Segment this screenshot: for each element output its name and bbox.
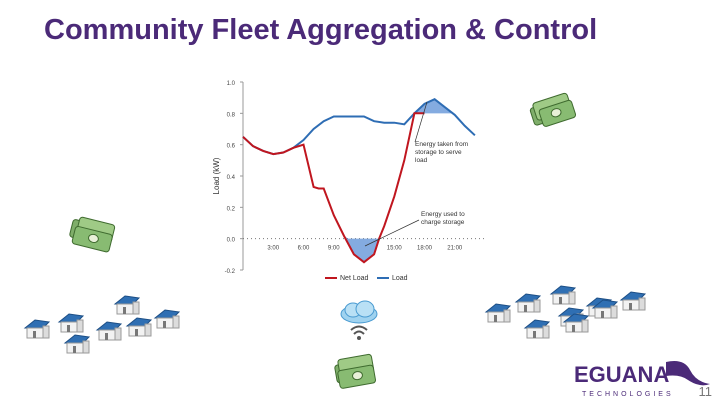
y-tick-label: 0.6 — [227, 144, 236, 150]
house-icon — [63, 334, 91, 354]
money-stack-icon — [69, 216, 116, 253]
y-tick-label: 0.8 — [227, 112, 236, 118]
net-load-line — [242, 112, 425, 264]
eguana-logo: EGUANA TECHNOLOGIES — [574, 361, 710, 398]
house-icon — [95, 321, 123, 341]
annotation-charge: Energy used to charge storage — [421, 211, 465, 226]
annotation-arrow — [414, 101, 428, 143]
money-stack-icon — [529, 92, 577, 127]
house-icon — [562, 313, 590, 333]
x-tick-label: 21:00 — [447, 246, 463, 252]
y-axis-label: Load (kW) — [212, 157, 221, 194]
logo-brand-text: EGUANA — [574, 362, 669, 387]
house-icon — [619, 291, 647, 311]
load-chart: 1.0 0.8 0.6 0.4 0.2 0.0 -0.2 3:00 6:00 9:00 15:00 1… — [205, 74, 505, 286]
house-icon — [523, 319, 551, 339]
annotation-discharge: Energy taken from storage to serve load — [415, 141, 468, 164]
legend-label-net-load: Net Load — [340, 275, 369, 282]
slide-title: Community Fleet Aggregation & Control — [44, 14, 598, 46]
house-icon — [125, 317, 153, 337]
house-icon — [113, 295, 141, 315]
y-tick-label: 0.4 — [227, 175, 236, 181]
page-number: 11 — [698, 384, 713, 399]
lizard-icon — [666, 361, 710, 386]
x-tick-label: 9:00 — [328, 246, 340, 252]
house-icon — [549, 285, 577, 305]
cloud-wifi-icon — [340, 300, 378, 340]
x-tick-label: 3:00 — [267, 246, 279, 252]
house-icon — [23, 319, 51, 339]
y-tick-label: -0.2 — [225, 269, 236, 275]
y-tick-label: 0.0 — [227, 238, 236, 244]
house-icon — [591, 299, 619, 319]
x-tick-label: 18:00 — [417, 246, 433, 252]
money-stack-icon — [334, 353, 376, 389]
load-chart-svg: 1.0 0.8 0.6 0.4 0.2 0.0 -0.2 3:00 6:00 9:00 15:00 1… — [212, 81, 485, 282]
house-icon — [153, 309, 181, 329]
discharge-area — [414, 99, 453, 114]
logo-sub-text: TECHNOLOGIES — [582, 391, 674, 398]
x-tick-label: 6:00 — [298, 246, 310, 252]
annotation-arrow — [364, 219, 420, 247]
house-icon — [484, 303, 512, 323]
y-tick-label: 0.2 — [227, 206, 236, 212]
y-tick-label: 1.0 — [227, 81, 236, 87]
legend-label-load: Load — [392, 275, 408, 282]
charge-area — [343, 235, 380, 263]
x-tick-label: 15:00 — [387, 246, 403, 252]
house-icon — [57, 313, 85, 333]
house-icon — [514, 293, 542, 313]
